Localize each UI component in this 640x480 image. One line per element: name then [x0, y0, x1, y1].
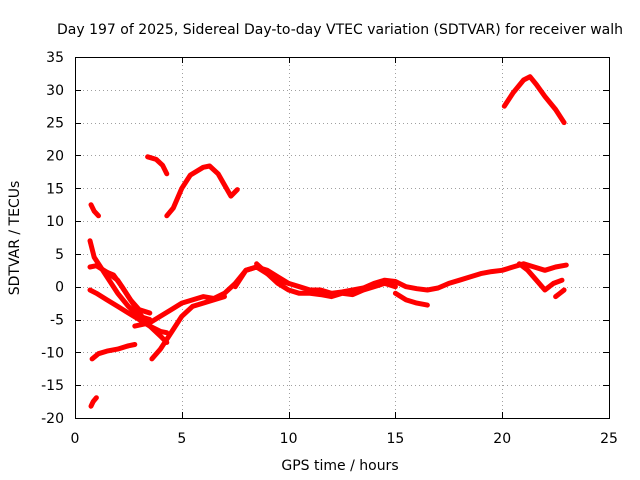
x-tick-label: 25	[600, 431, 618, 447]
series-line-s9	[104, 269, 153, 316]
x-tick-label: 0	[71, 431, 80, 447]
series-line-s16	[516, 261, 565, 293]
y-axis-label: SDTVAR / TECUs	[7, 181, 23, 296]
y-tick-label: 15	[46, 181, 64, 197]
grid	[75, 57, 609, 418]
series-line-s2	[88, 395, 99, 409]
series-line-s4	[164, 163, 240, 219]
series-line-s1	[88, 202, 101, 219]
series-line-s15	[392, 290, 430, 308]
x-tick-label: 20	[493, 431, 511, 447]
tick-labels: 0 5 10 15 20 25 -20 -15 -10 -5 0 5 10 15 20 25 30 35	[41, 50, 618, 447]
y-tick-label: 30	[46, 83, 64, 99]
y-tick-label: -20	[41, 411, 64, 427]
series-line-s14	[254, 261, 398, 300]
x-tick-label: 10	[280, 431, 298, 447]
y-tick-label: 0	[55, 280, 64, 296]
series-line-s3	[145, 154, 170, 177]
x-tick-label: 5	[177, 431, 186, 447]
y-tick-label: -5	[50, 313, 64, 329]
plot-frame	[75, 57, 610, 419]
x-axis-label: GPS time / hours	[281, 458, 398, 474]
x-tick-label: 15	[386, 431, 404, 447]
chart-title: Day 197 of 2025, Sidereal Day-to-day VTE…	[57, 22, 623, 38]
y-tick-label: 25	[46, 116, 64, 132]
y-tick-label: -10	[41, 345, 64, 361]
y-tick-label: 20	[46, 148, 64, 164]
y-tick-label: 10	[46, 214, 64, 230]
y-tick-label: 35	[46, 50, 64, 66]
series-line-s6	[89, 342, 138, 362]
series-line-s5	[501, 74, 567, 126]
y-tick-label: -15	[41, 378, 64, 394]
series-group	[87, 74, 569, 409]
ticks	[75, 57, 610, 419]
series-line-s10	[87, 287, 170, 336]
y-tick-label: 5	[55, 247, 64, 263]
series-line-s17	[553, 287, 567, 300]
series-line-s13	[232, 261, 569, 296]
